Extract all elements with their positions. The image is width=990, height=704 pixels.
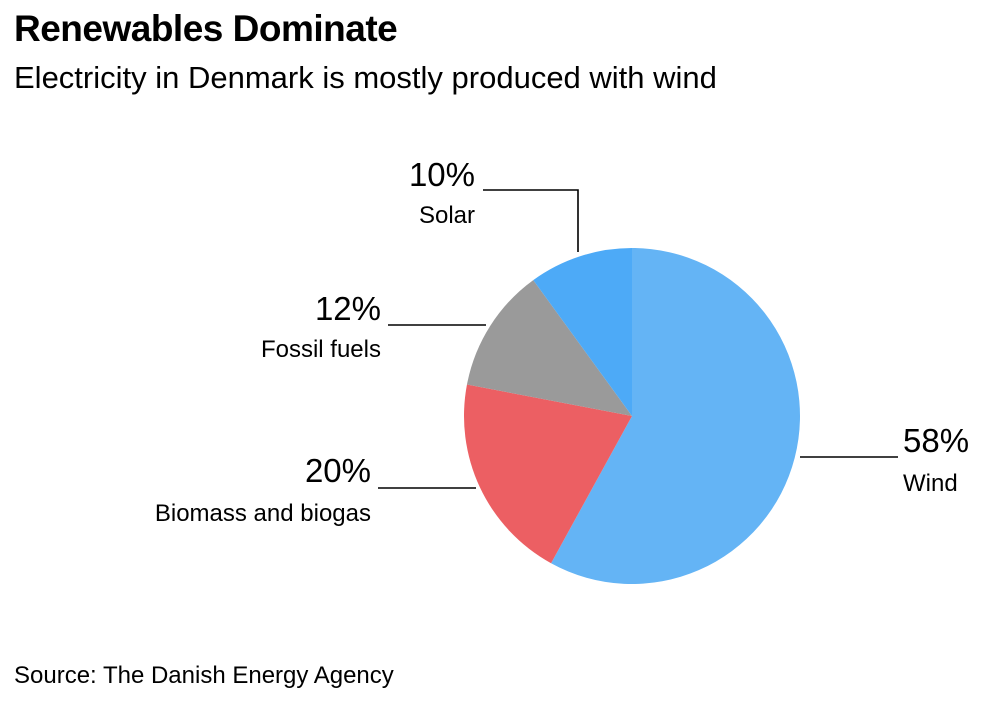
pie-slice-biomass — [464, 384, 632, 564]
chart-subtitle: Electricity in Denmark is mostly produce… — [14, 60, 717, 95]
name-label-solar: Solar — [419, 202, 475, 229]
pie-slice-fossil — [466, 280, 632, 416]
value-label-fossil: 12% — [315, 290, 381, 327]
leader-line-solar — [483, 189, 579, 252]
chart-source: Source: The Danish Energy Agency — [14, 662, 394, 689]
value-label-solar: 10% — [409, 156, 475, 193]
name-label-biomass: Biomass and biogas — [155, 500, 371, 527]
value-label-biomass: 20% — [305, 452, 371, 489]
name-label-fossil: Fossil fuels — [261, 336, 381, 363]
slice-labels: 58% Wind 20% Biomass and biogas 12% Foss… — [155, 156, 969, 527]
leader-lines — [378, 189, 898, 489]
value-label-wind: 58% — [903, 422, 969, 459]
pie-slice-wind — [551, 248, 800, 584]
pie-slice-solar — [533, 248, 632, 416]
pie-slices — [464, 248, 800, 584]
chart-title: Renewables Dominate — [14, 8, 398, 49]
name-label-wind: Wind — [903, 470, 958, 497]
